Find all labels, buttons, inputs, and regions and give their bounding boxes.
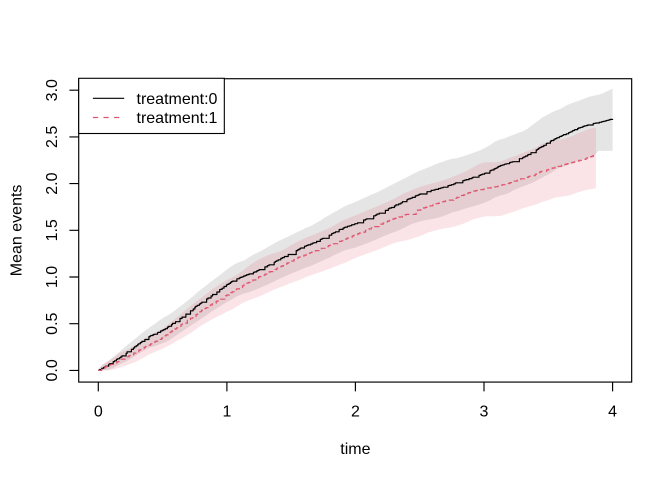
svg-text:2: 2 [351, 404, 360, 421]
svg-text:3: 3 [480, 404, 489, 421]
svg-text:treatment:0: treatment:0 [137, 91, 218, 108]
svg-text:0.0: 0.0 [44, 359, 61, 381]
svg-text:2.0: 2.0 [44, 172, 61, 194]
svg-text:3.0: 3.0 [44, 79, 61, 101]
svg-text:0.5: 0.5 [44, 312, 61, 334]
svg-text:Mean events: Mean events [9, 185, 26, 277]
svg-text:time: time [340, 441, 370, 458]
svg-text:1.5: 1.5 [44, 219, 61, 241]
svg-text:2.5: 2.5 [44, 126, 61, 148]
svg-text:treatment:1: treatment:1 [137, 110, 218, 127]
svg-text:1: 1 [222, 404, 231, 421]
svg-text:1.0: 1.0 [44, 266, 61, 288]
svg-text:4: 4 [608, 404, 617, 421]
svg-text:0: 0 [94, 404, 103, 421]
